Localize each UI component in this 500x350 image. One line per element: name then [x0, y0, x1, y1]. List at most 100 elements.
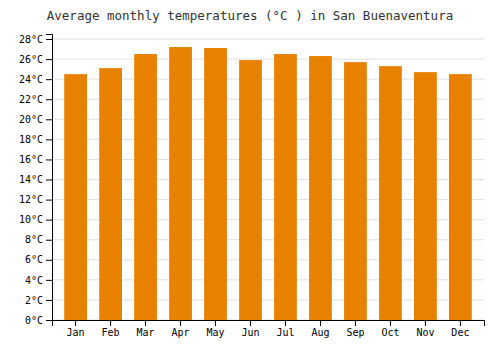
x-tick-mark: [110, 320, 111, 326]
x-tick: Nov: [416, 320, 434, 338]
x-tick: Jul: [276, 320, 294, 338]
x-tick: Feb: [102, 320, 120, 338]
y-tick: 26°C: [19, 54, 52, 65]
x-tick: Dec: [451, 320, 469, 338]
y-tick: 10°C: [19, 214, 52, 225]
y-tick: 28°C: [19, 34, 52, 45]
y-tick-mark: [46, 280, 52, 281]
y-tick-mark: [46, 320, 52, 321]
y-tick-mark: [46, 159, 52, 160]
x-tick-mark: [425, 320, 426, 326]
y-tick-label: 6°C: [25, 254, 43, 265]
y-tick-label: 0°C: [25, 315, 43, 326]
bar: [344, 62, 367, 320]
bar: [169, 47, 192, 320]
x-tick: Apr: [172, 320, 190, 338]
y-tick: 8°C: [25, 234, 52, 245]
x-tick-label: Aug: [311, 327, 329, 338]
x-tick: Jun: [241, 320, 259, 338]
y-tick-label: 8°C: [25, 234, 43, 245]
bar: [134, 54, 157, 320]
y-tick-label: 2°C: [25, 295, 43, 306]
x-tick-label: Dec: [451, 327, 469, 338]
x-tick-mark: [460, 320, 461, 326]
chart: 0°C 2°C 4°C 6°C 8°C 10°C 12°C 14°C 16°C 18°C 20°C 2…: [0, 0, 500, 350]
x-tick: Aug: [311, 320, 329, 338]
x-tick-label: Nov: [416, 327, 434, 338]
x-tick-mark: [180, 320, 181, 326]
bar: [99, 68, 122, 320]
bars: [64, 47, 472, 320]
x-axis-line: [53, 321, 485, 327]
y-tick-mark: [46, 300, 52, 301]
y-tick: 0°C: [25, 315, 52, 326]
x-tick-mark: [285, 320, 286, 326]
grid: [52, 39, 484, 320]
y-tick-label: 26°C: [19, 54, 43, 65]
y-tick-mark: [46, 200, 52, 201]
bar: [239, 60, 262, 320]
x-tick-label: Apr: [172, 327, 190, 338]
x-tick: Jan: [67, 320, 85, 338]
x-tick: Sep: [346, 320, 364, 338]
y-tick-mark: [46, 260, 52, 261]
x-axis: Jan Feb Mar Apr May Jun Jul Aug Sep Oct Nov Dec: [53, 320, 485, 338]
y-tick: 12°C: [19, 194, 52, 205]
bar: [414, 72, 437, 320]
y-tick-mark: [46, 220, 52, 221]
y-tick-label: 18°C: [19, 134, 43, 145]
y-tick-label: 28°C: [19, 34, 43, 45]
y-axis: 0°C 2°C 4°C 6°C 8°C 10°C 12°C 14°C 16°C 18°C 20°C 2…: [19, 34, 53, 326]
y-tick-label: 4°C: [25, 275, 43, 286]
y-tick-mark: [46, 139, 52, 140]
y-axis-line: [46, 35, 53, 321]
x-tick-mark: [215, 320, 216, 326]
x-tick-mark: [145, 320, 146, 326]
x-tick-mark: [320, 320, 321, 326]
y-tick-mark: [46, 119, 52, 120]
x-tick-label: May: [206, 327, 224, 338]
x-tick: Oct: [381, 320, 399, 338]
x-tick-label: Sep: [346, 327, 364, 338]
bar: [309, 56, 332, 320]
x-tick-label: Feb: [102, 327, 120, 338]
y-tick-label: 20°C: [19, 114, 43, 125]
x-tick-mark: [390, 320, 391, 326]
y-tick-mark: [46, 240, 52, 241]
x-tick-label: Jul: [276, 327, 294, 338]
bar: [274, 54, 297, 320]
y-tick-mark: [46, 59, 52, 60]
bar: [379, 66, 402, 320]
y-tick-label: 10°C: [19, 214, 43, 225]
x-tick-label: Oct: [381, 327, 399, 338]
y-tick-mark: [46, 99, 52, 100]
y-tick: 4°C: [25, 275, 52, 286]
bar: [204, 48, 227, 320]
x-tick-mark: [355, 320, 356, 326]
x-tick: May: [206, 320, 224, 338]
y-tick-mark: [46, 39, 52, 40]
y-tick-mark: [46, 79, 52, 80]
grid-line: [52, 39, 484, 40]
grid-line: [52, 59, 484, 60]
x-tick-mark: [75, 320, 76, 326]
x-tick-mark: [250, 320, 251, 326]
y-tick-label: 12°C: [19, 194, 43, 205]
y-tick: 24°C: [19, 74, 52, 85]
y-tick-label: 14°C: [19, 174, 43, 185]
y-tick: 14°C: [19, 174, 52, 185]
y-tick-label: 16°C: [19, 154, 43, 165]
x-tick-label: Mar: [137, 327, 155, 338]
x-tick-label: Jan: [67, 327, 85, 338]
x-tick-label: Jun: [241, 327, 259, 338]
y-tick: 2°C: [25, 295, 52, 306]
y-tick-mark: [46, 180, 52, 181]
y-tick: 22°C: [19, 94, 52, 105]
y-tick-label: 22°C: [19, 94, 43, 105]
plot: 0°C 2°C 4°C 6°C 8°C 10°C 12°C 14°C 16°C 18°C 20°C 2…: [19, 34, 485, 338]
y-tick: 20°C: [19, 114, 52, 125]
y-tick-label: 24°C: [19, 74, 43, 85]
bar: [64, 74, 87, 320]
bar: [449, 74, 472, 320]
title: Average monthly temperatures (°C ) in Sa…: [47, 8, 453, 23]
